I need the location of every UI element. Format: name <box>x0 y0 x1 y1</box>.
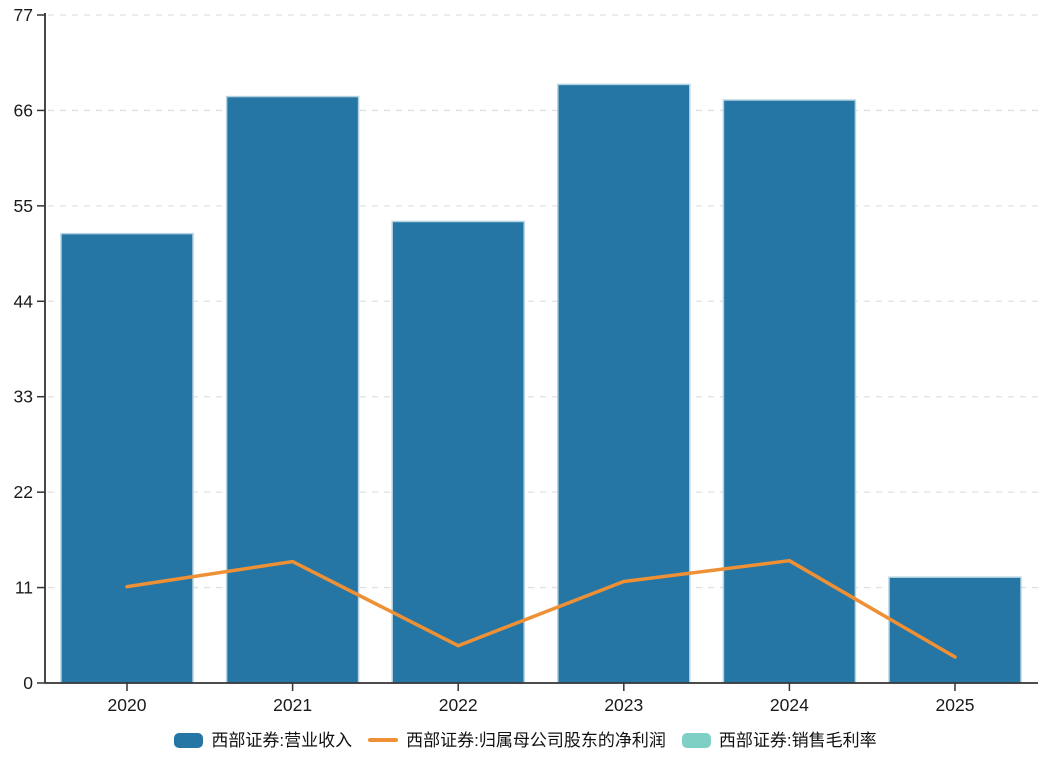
y-axis-label: 66 <box>14 100 33 120</box>
x-axis-label: 2022 <box>439 695 478 715</box>
legend-label: 西部证券:归属母公司股东的净利润 <box>406 730 666 750</box>
legend-bar-swatch <box>174 732 204 748</box>
x-axis-label: 2020 <box>108 695 147 715</box>
y-axis-label: 55 <box>14 196 33 216</box>
legend-item-2[interactable]: 西部证券:归属母公司股东的净利润 <box>368 732 666 749</box>
bar-2021[interactable] <box>225 95 360 684</box>
legend: 西部证券:营业收入 西部证券:归属母公司股东的净利润 西部证券:销售毛利率 <box>0 725 1051 755</box>
y-axis-label: 33 <box>14 387 33 407</box>
x-axis-label: 2021 <box>273 695 312 715</box>
y-axis-label: 11 <box>15 578 33 598</box>
x-axis-label: 2023 <box>604 695 643 715</box>
bar-2024[interactable] <box>722 99 857 684</box>
x-axis-label: 2024 <box>770 695 809 715</box>
legend-item-3[interactable]: 西部证券:销售毛利率 <box>681 730 877 750</box>
bar-2020[interactable] <box>60 232 194 684</box>
y-axis-label: 77 <box>14 5 33 25</box>
bar-2022[interactable] <box>391 220 525 684</box>
legend-label: 西部证券:销售毛利率 <box>718 730 877 750</box>
net-profit-line[interactable] <box>125 558 957 659</box>
legend-line-swatch <box>368 738 399 742</box>
bar-2023[interactable] <box>557 83 691 684</box>
bar-2025[interactable] <box>888 576 1022 684</box>
y-axis-label: 44 <box>14 291 34 311</box>
legend-item-1[interactable]: 西部证券:营业收入 <box>174 732 352 749</box>
legend-bar-swatch <box>681 732 711 748</box>
y-axis-label: 0 <box>23 673 33 693</box>
y-axis-label: 22 <box>14 482 33 502</box>
legend-label: 西部证券:营业收入 <box>211 730 353 750</box>
x-axis-label: 2025 <box>936 695 975 715</box>
